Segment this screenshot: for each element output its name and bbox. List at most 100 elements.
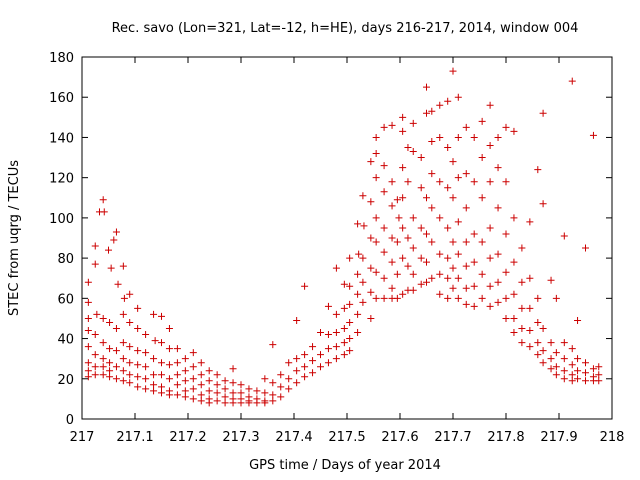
x-tick-label: 217.1	[116, 430, 153, 445]
data-point	[399, 194, 407, 202]
y-tick-label: 40	[57, 333, 74, 348]
data-point	[526, 274, 534, 282]
data-point	[91, 260, 99, 268]
data-point	[293, 379, 301, 387]
data-point	[360, 222, 368, 230]
data-point	[518, 304, 526, 312]
data-point	[574, 316, 582, 324]
data-point	[582, 244, 589, 252]
data-point	[399, 127, 407, 135]
data-point	[261, 389, 269, 397]
data-point	[213, 397, 221, 405]
y-axis-label: STEC from uqrg / TECUs	[7, 160, 22, 316]
data-point	[150, 355, 158, 363]
data-point	[423, 109, 430, 117]
y-tick-label: 60	[57, 292, 74, 307]
data-point	[518, 325, 526, 332]
data-point	[367, 158, 375, 166]
data-point	[595, 371, 603, 379]
data-point	[158, 359, 165, 367]
data-point	[486, 178, 494, 186]
data-point	[470, 282, 478, 290]
data-point	[436, 270, 444, 278]
data-point	[293, 316, 301, 324]
data-point	[380, 248, 388, 256]
data-point	[359, 278, 367, 286]
data-point	[428, 107, 436, 115]
data-point	[478, 270, 486, 278]
data-point	[205, 399, 213, 407]
data-point	[367, 198, 375, 206]
data-point	[399, 164, 407, 172]
data-point	[560, 367, 568, 375]
data-point	[114, 280, 122, 288]
data-point	[552, 294, 560, 302]
data-point	[404, 262, 412, 270]
data-point	[399, 254, 407, 262]
x-tick-label: 217.8	[487, 430, 524, 445]
data-point	[134, 361, 142, 369]
data-point	[253, 399, 261, 407]
data-point	[213, 371, 221, 379]
x-tick-label: 217.3	[222, 430, 259, 445]
data-point	[428, 274, 436, 282]
data-point	[547, 276, 555, 284]
data-point	[372, 268, 380, 276]
data-point	[237, 381, 245, 389]
data-point	[526, 218, 534, 226]
data-point	[84, 298, 92, 306]
data-point	[526, 343, 534, 351]
data-point	[449, 264, 457, 272]
data-point	[359, 298, 367, 306]
data-point	[261, 375, 269, 383]
data-point	[428, 204, 436, 212]
data-point	[486, 302, 494, 310]
data-point	[436, 133, 444, 141]
x-tick-label: 217.9	[540, 430, 577, 445]
data-point	[502, 123, 510, 131]
data-point	[324, 302, 332, 310]
data-point	[309, 343, 317, 351]
data-point	[417, 254, 425, 262]
data-point	[99, 339, 107, 347]
data-point	[470, 302, 478, 310]
data-point	[332, 343, 340, 351]
data-point	[372, 133, 380, 141]
data-point	[534, 318, 542, 326]
data-point	[126, 318, 134, 326]
data-point	[449, 238, 457, 246]
data-point	[547, 365, 555, 373]
data-point	[449, 194, 457, 202]
data-point	[372, 294, 380, 302]
data-point	[119, 377, 127, 385]
data-point	[428, 137, 436, 145]
data-point	[372, 238, 380, 246]
data-point	[436, 250, 444, 258]
x-tick-label: 217.6	[381, 430, 418, 445]
x-tick-label: 217.4	[275, 430, 312, 445]
data-point	[158, 371, 165, 379]
data-point	[112, 228, 120, 236]
data-point	[478, 194, 486, 202]
data-point	[423, 230, 430, 238]
data-point	[237, 389, 245, 397]
data-point	[253, 387, 261, 395]
data-point	[245, 399, 253, 407]
data-point	[494, 164, 502, 172]
data-point	[444, 254, 452, 262]
data-point	[301, 363, 309, 371]
data-point	[526, 327, 534, 335]
data-point	[502, 314, 510, 322]
data-point	[454, 274, 462, 282]
data-point	[173, 371, 181, 379]
data-point	[151, 337, 159, 345]
data-point	[494, 298, 502, 306]
data-point	[317, 363, 324, 371]
data-point	[126, 371, 134, 379]
data-point	[355, 250, 363, 258]
data-point	[165, 345, 173, 353]
data-point	[158, 383, 165, 391]
data-point	[436, 101, 444, 109]
data-point	[547, 355, 555, 363]
